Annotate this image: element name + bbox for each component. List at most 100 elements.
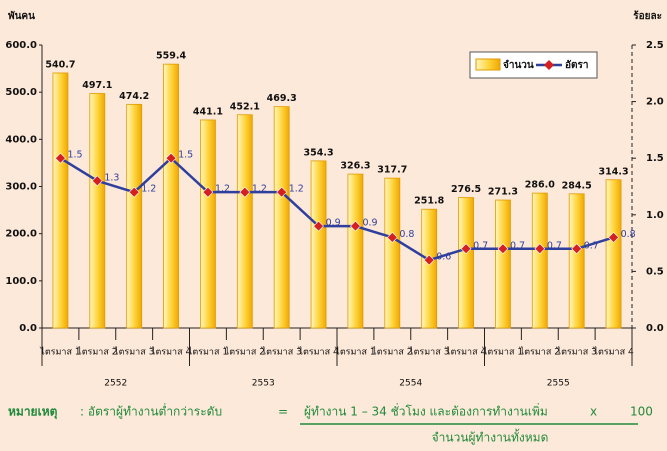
y-tick-label: 400.0: [5, 134, 37, 145]
y-tick-label: 500.0: [5, 87, 37, 98]
year-label: 2552: [104, 379, 127, 389]
line-marker: [386, 232, 398, 243]
bar-value-label: 314.3: [599, 166, 629, 177]
line-value-label: 1.3: [104, 172, 119, 183]
line-value-label: 0.7: [510, 240, 525, 251]
x-tick-label: ไตรมาส 2: [519, 347, 560, 358]
bar: [495, 199, 511, 329]
note-equals: =: [278, 405, 288, 419]
line-marker: [239, 186, 251, 198]
line-value-label: 0.8: [621, 229, 636, 240]
x-tick-label: ไตรมาส 3: [556, 347, 597, 358]
bar-value-label: 317.7: [377, 165, 407, 176]
y2-tick-label: 0.5: [646, 266, 664, 277]
y2-tick-label: 2.5: [646, 40, 664, 51]
y2-tick-label: 1.5: [646, 153, 664, 164]
x-tick-label: ไตรมาส 4: [592, 347, 634, 358]
line-marker: [423, 254, 435, 266]
line-marker: [571, 243, 583, 255]
bar-value-label: 271.3: [488, 187, 518, 198]
x-tick-label: ไตรมาส 4: [150, 347, 192, 358]
line-value-label: 0.9: [326, 218, 341, 229]
line-value-label: 1.2: [252, 184, 267, 195]
bar: [384, 177, 401, 329]
line-value-label: 1.2: [141, 184, 156, 195]
y-axis-label: พันคน: [8, 10, 35, 22]
note-times: x: [590, 405, 597, 419]
y2-tick-label: 2.0: [646, 97, 664, 108]
bar-value-label: 276.5: [451, 184, 481, 195]
x-tick-label: ไตรมาส 2: [371, 347, 412, 358]
line-marker: [497, 243, 509, 255]
line-marker: [55, 152, 66, 164]
bar-value-label: 452.1: [230, 101, 260, 112]
bar-value-label: 286.0: [525, 180, 555, 191]
line-value-label: 0.7: [547, 240, 562, 251]
y-tick-label: 100.0: [5, 276, 37, 287]
legend-label: จำนวน: [503, 59, 534, 71]
year-label: 2555: [547, 379, 570, 389]
y-tick-label: 200.0: [5, 229, 37, 240]
legend-marker: [544, 60, 554, 70]
y2-axis-label: ร้อยละ: [633, 10, 662, 22]
bar: [89, 93, 106, 329]
line-marker: [313, 220, 324, 232]
line-value-label: 0.7: [473, 240, 488, 251]
x-tick-label: ไตรมาส 4: [297, 347, 339, 358]
line-marker: [350, 220, 361, 232]
x-tick-label: ไตรมาส 1: [39, 347, 80, 358]
x-tick-label: ไตรมาส 1: [334, 347, 375, 358]
bar: [310, 160, 327, 329]
bar: [273, 106, 290, 329]
bar: [126, 103, 143, 329]
y-tick-label: 300.0: [5, 182, 37, 193]
line-value-label: 1.2: [215, 184, 230, 195]
bar: [421, 208, 438, 329]
line-marker: [91, 175, 103, 187]
line: [59, 156, 614, 262]
bar: [531, 192, 548, 329]
y2-tick-label: 1.0: [646, 210, 664, 221]
note-label: หมายเหตุ: [8, 405, 58, 420]
legend-label: อัตรา: [565, 59, 589, 71]
bar: [605, 179, 622, 329]
bar: [200, 119, 216, 329]
x-tick-label: ไตรมาส 1: [482, 347, 523, 358]
line-marker: [165, 152, 177, 164]
line-marker: [276, 186, 288, 198]
bar: [347, 173, 364, 329]
line-value-label: 1.5: [178, 150, 193, 161]
bar-value-label: 474.2: [119, 91, 149, 102]
y-tick-label: 0.0: [19, 323, 37, 334]
x-tick-label: ไตรมาส 3: [408, 347, 449, 358]
line-value-label: 0.7: [584, 240, 599, 251]
note-denominator: จำนวนผู้ทำงานทั้งหมด: [432, 429, 549, 446]
x-tick-label: ไตรมาส 2: [224, 347, 265, 358]
bar-value-label: 497.1: [82, 80, 112, 91]
bar: [163, 63, 179, 329]
line-marker: [460, 243, 472, 255]
bar-value-label: 469.3: [267, 93, 297, 104]
x-tick-label: ไตรมาส 3: [113, 347, 154, 358]
x-tick-label: ไตรมาส 4: [445, 347, 487, 358]
bar: [458, 197, 474, 329]
bar-value-label: 251.8: [414, 196, 444, 207]
y-tick-label: 600.0: [5, 40, 37, 51]
x-tick-label: ไตรมาส 1: [187, 347, 228, 358]
bar-value-label: 540.7: [45, 59, 75, 70]
bar-value-label: 326.3: [340, 161, 370, 172]
line-marker: [534, 243, 546, 255]
year-label: 2554: [399, 379, 422, 389]
line-marker: [608, 232, 619, 243]
bar-value-label: 441.1: [193, 106, 223, 117]
bar-value-label: 284.5: [562, 180, 592, 191]
line-value-label: 0.6: [436, 252, 451, 263]
bar: [568, 193, 585, 329]
line-marker: [128, 186, 140, 198]
legend-swatch: [475, 58, 501, 71]
line-value-label: 1.2: [289, 184, 304, 195]
x-tick-label: ไตรมาส 3: [261, 347, 302, 358]
bar-value-label: 354.3: [304, 147, 334, 158]
note-numerator: ผู้ทำงาน 1 – 34 ชั่วโมง และต้องการทำงานเ…: [304, 403, 548, 420]
